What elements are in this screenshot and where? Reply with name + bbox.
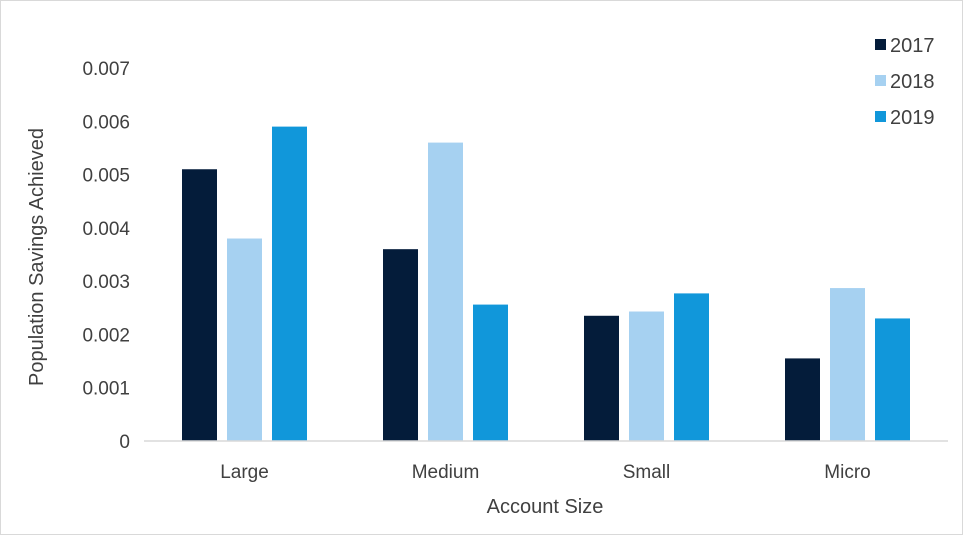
legend-label-2017: 2017 — [890, 35, 935, 57]
bar-2018-medium — [428, 142, 463, 441]
bar-2019-micro — [875, 318, 910, 441]
bar-2018-large — [227, 238, 262, 441]
y-tick-label: 0 — [119, 432, 130, 453]
bar-2018-small — [629, 311, 664, 441]
y-axis-ticks: 0 0.001 0.002 0.003 0.004 0.005 0.006 0.007 — [82, 59, 130, 453]
x-axis-title: Account Size — [487, 496, 604, 518]
bar-2017-small — [584, 315, 619, 441]
legend-label-2018: 2018 — [890, 71, 935, 93]
bar-2019-large — [272, 126, 307, 441]
x-tick-label: Small — [623, 462, 671, 483]
y-tick-label: 0.003 — [82, 272, 130, 293]
legend-swatch-2018 — [875, 75, 886, 86]
y-tick-label: 0.001 — [82, 379, 130, 400]
bar-2019-small — [674, 293, 709, 441]
chart-legend: 2017 2018 2019 — [875, 35, 935, 129]
bar-2017-medium — [383, 249, 418, 441]
bar-2017-large — [182, 169, 217, 441]
legend-swatch-2017 — [875, 39, 886, 50]
bar-series-group — [182, 126, 910, 441]
y-tick-label: 0.004 — [82, 219, 130, 240]
x-tick-label: Large — [220, 462, 269, 483]
x-tick-label: Micro — [824, 462, 870, 483]
bar-2017-micro — [785, 358, 820, 441]
y-tick-label: 0.007 — [82, 59, 130, 80]
x-axis-ticks: Large Medium Small Micro — [220, 462, 871, 483]
legend-swatch-2019 — [875, 111, 886, 122]
y-tick-label: 0.006 — [82, 112, 130, 133]
y-axis-title: Population Savings Achieved — [26, 128, 48, 386]
y-tick-label: 0.005 — [82, 166, 130, 187]
legend-label-2019: 2019 — [890, 107, 935, 129]
y-tick-label: 0.002 — [82, 325, 130, 346]
bar-2018-micro — [830, 288, 865, 441]
x-tick-label: Medium — [412, 462, 480, 483]
bar-2019-medium — [473, 304, 508, 441]
